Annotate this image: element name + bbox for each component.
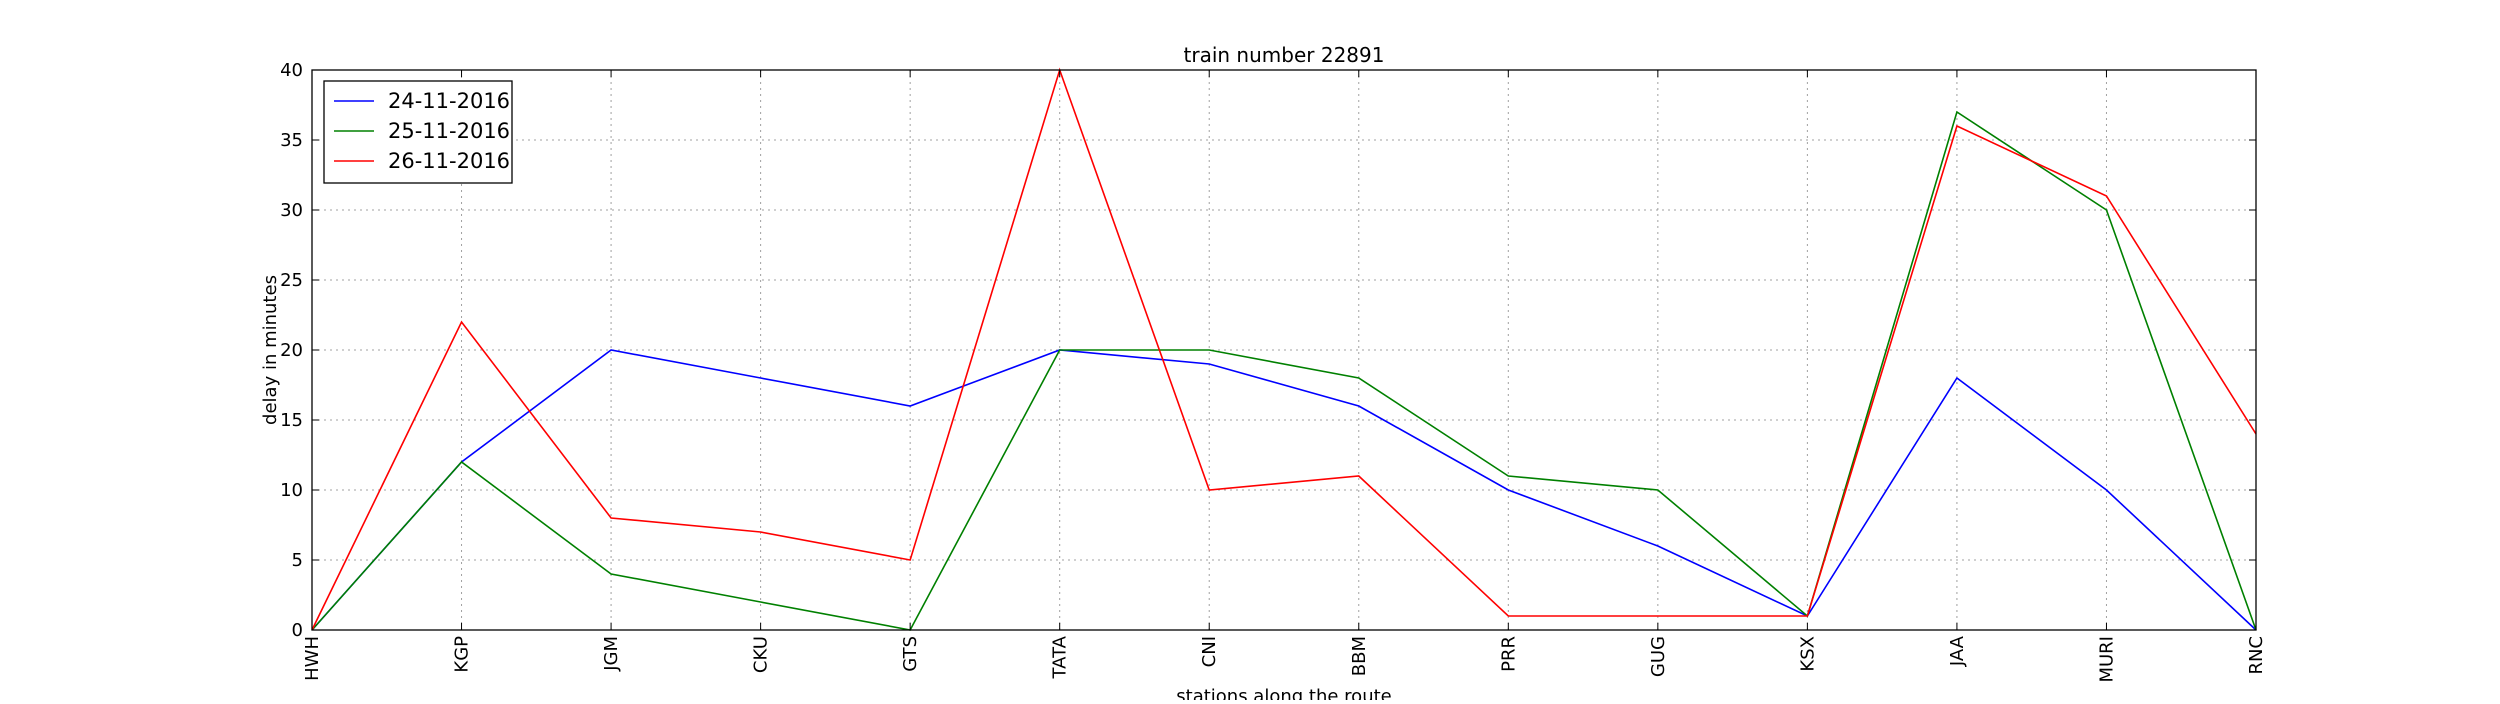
y-axis-label: delay in minutes: [260, 275, 281, 425]
chart-title: train number 22891: [1184, 43, 1385, 67]
series-lines: [311, 67, 2257, 631]
x-tick-label: JAA: [1947, 635, 1968, 667]
x-tick-label: HWH: [302, 636, 323, 681]
y-tick-label: 10: [280, 480, 303, 501]
y-tick-label: 40: [280, 60, 303, 81]
legend-label: 24-11-2016: [388, 89, 510, 113]
x-tick-label: RNC: [2246, 636, 2267, 675]
series-line-24-11-2016: [311, 349, 2257, 631]
y-tick-label: 0: [292, 620, 303, 641]
x-axis-label: stations along the route: [1176, 686, 1391, 700]
x-tick-label: GTS: [900, 636, 921, 672]
x-tick-label: GUG: [1648, 636, 1669, 677]
x-tick-label: JGM: [601, 636, 622, 672]
y-tick-label: 5: [292, 550, 303, 571]
x-tick-label: BBM: [1349, 636, 1370, 676]
x-tick-label: MURI: [2096, 636, 2117, 683]
legend-label: 25-11-2016: [388, 119, 510, 143]
axis-ticks: HWH KGP JGM CKU GTS TATA CNI BBM PRR GUG KSX JAA MUR…: [280, 60, 2267, 683]
x-tick-label: KSX: [1797, 636, 1818, 672]
legend-label: 26-11-2016: [388, 149, 510, 173]
x-tick-label: KGP: [452, 636, 473, 673]
y-tick-label: 25: [280, 270, 303, 291]
y-tick-label: 35: [280, 130, 303, 151]
legend: 24-11-2016 25-11-2016 26-11-2016: [323, 80, 513, 184]
x-tick-label: CNI: [1199, 636, 1220, 667]
x-tick-label: CKU: [751, 636, 772, 673]
y-tick-label: 15: [280, 410, 303, 431]
series-line-26-11-2016: [311, 67, 2257, 631]
x-tick-label: PRR: [1498, 636, 1519, 672]
series-line-25-11-2016: [311, 110, 2257, 631]
y-tick-label: 20: [280, 340, 303, 361]
x-tick-label: TATA: [1050, 635, 1071, 679]
legend-box: [323, 80, 513, 184]
y-tick-label: 30: [280, 200, 303, 221]
